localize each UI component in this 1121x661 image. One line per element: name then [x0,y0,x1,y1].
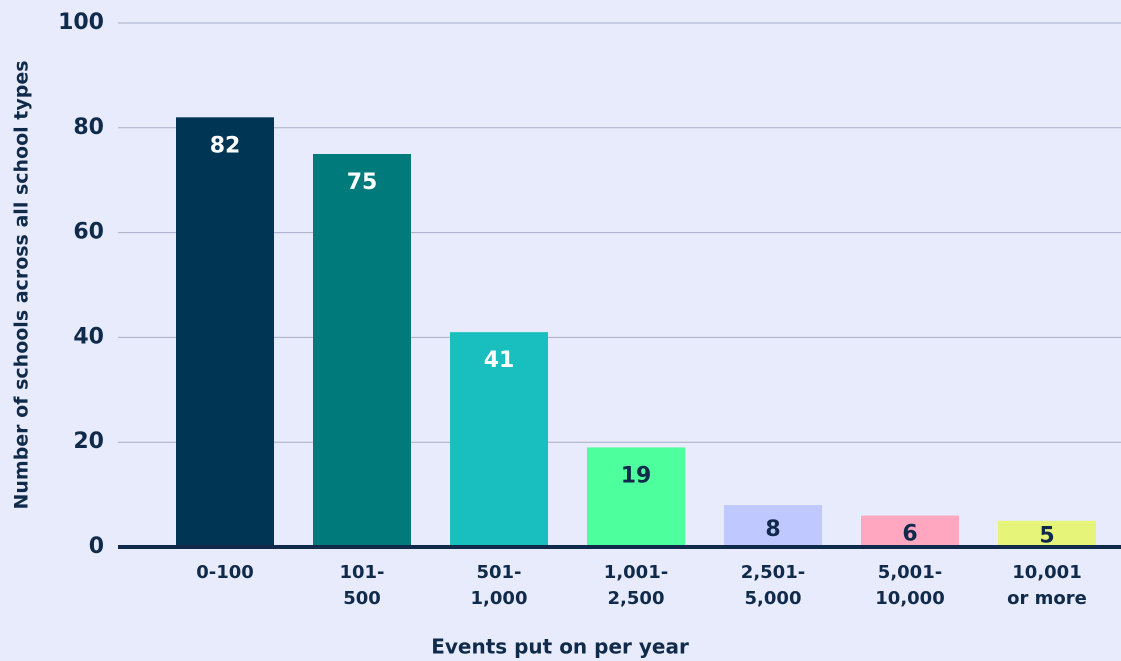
bar [998,520,1096,547]
value-label: 5 [1039,524,1054,549]
x-tick-label: 500 [343,588,381,609]
y-tick-label: 20 [73,429,104,454]
y-tick-label: 80 [73,115,104,140]
bar [587,447,685,547]
bar [861,515,959,547]
x-tick-label: 2,500 [608,588,665,609]
y-tick-label: 100 [58,10,104,35]
x-tick-label: 101- [339,562,384,583]
x-tick-label: 10,001 [1012,562,1081,583]
value-label: 19 [621,463,652,488]
value-label: 41 [484,348,515,373]
x-axis-title: Events put on per year [431,635,689,659]
bar [313,154,411,547]
x-tick-label: 5,001- [878,562,942,583]
bar [450,332,548,547]
x-tick-label: or more [1007,588,1087,609]
x-tick-label: 0-100 [196,562,254,583]
bar [724,505,822,547]
y-axis-title: Number of schools across all school type… [11,60,33,509]
x-tick-label: 5,000 [745,588,802,609]
x-tick-label: 1,000 [471,588,528,609]
value-label: 82 [210,133,241,158]
value-label: 75 [347,170,378,195]
value-label: 8 [765,517,780,542]
bar [176,117,274,547]
y-tick-label: 40 [73,324,104,349]
y-tick-label: 60 [73,220,104,245]
x-tick-label: 10,000 [875,588,944,609]
value-label: 6 [902,521,917,546]
x-tick-label: 1,001- [604,562,668,583]
y-tick-label: 0 [89,534,104,559]
x-tick-label: 501- [476,562,521,583]
x-tick-label: 2,501- [741,562,805,583]
